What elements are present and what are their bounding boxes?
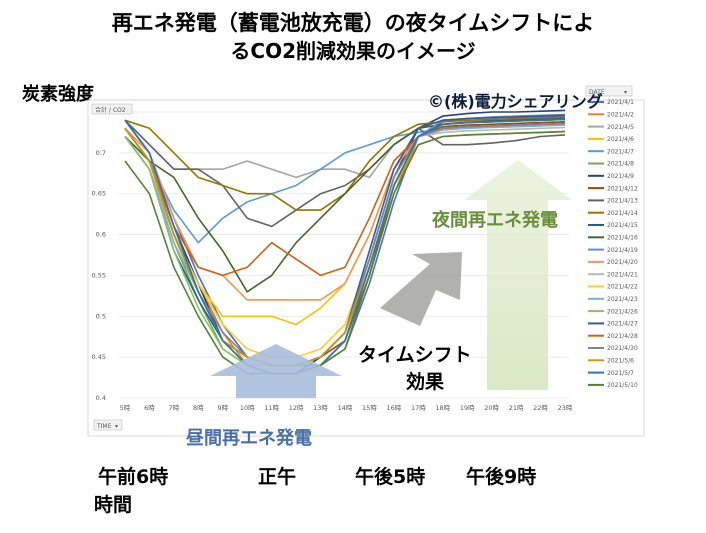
series-line <box>124 119 566 228</box>
x-tick-labels: 5時 6時 7時 8時 9時 10時 11時 12時 13時 14時 15時 16時 17時 18時 19時… <box>120 404 573 412</box>
time-label-5pm: 午後5時 <box>355 466 426 488</box>
copyright: ©(株)電力シェアリング <box>428 92 603 111</box>
legend-entry: 2021/4/22 <box>607 284 638 291</box>
legend-entry: 2021/4/19 <box>607 247 638 254</box>
legend-entry: 2021/4/7 <box>607 148 634 155</box>
y-tick-label: 0.55 <box>92 271 106 279</box>
legend-entry: 2021/5/6 <box>607 358 634 365</box>
y-tick-label: 0.5 <box>96 312 106 320</box>
x-tick-label: 18時 <box>435 404 450 412</box>
time-shift-arrow <box>380 252 462 326</box>
axis-filter-icon: ▾ <box>115 423 118 430</box>
legend-entry: 2021/4/15 <box>607 222 638 229</box>
legend-entry: 2021/4/23 <box>607 296 638 303</box>
x-tick-label: 23時 <box>558 404 573 412</box>
legend-entry: 2021/4/16 <box>607 235 638 242</box>
legend-entry: 2021/4/9 <box>607 173 634 180</box>
x-tick-label: 9時 <box>217 404 228 412</box>
legend-entry: 2021/4/5 <box>607 124 634 131</box>
legend: 2021/4/1 2021/4/2 2021/4/5 2021/4/6 2021/4/7… <box>588 99 638 389</box>
x-tick-label: 17時 <box>411 404 426 412</box>
time-shift-label-1: タイムシフト <box>358 344 472 366</box>
legend-entry: 2021/4/6 <box>607 136 634 143</box>
series-lines <box>124 109 566 375</box>
legend-entry: 2021/4/8 <box>607 161 634 168</box>
field-button-axis[interactable]: TIME ▾ <box>93 419 123 431</box>
y-tick-label: 0.4 <box>96 394 106 402</box>
time-label-6am: 午前6時 <box>98 466 169 488</box>
y-axis-label: 炭素強度 <box>22 84 94 105</box>
x-tick-label: 5時 <box>120 404 131 412</box>
legend-entry: 2021/4/26 <box>607 308 638 315</box>
x-tick-label: 20時 <box>484 404 499 412</box>
title-line-2: るCO2削減効果のイメージ <box>230 39 476 63</box>
x-tick-label: 19時 <box>460 404 475 412</box>
legend-entry: 2021/4/14 <box>607 210 638 217</box>
field-button-legend[interactable]: DATE ▾ <box>585 85 633 97</box>
legend-entry: 2021/4/20 <box>607 259 638 266</box>
y-tick-label: 0.7 <box>96 149 106 157</box>
x-tick-label: 7時 <box>169 404 180 412</box>
legend-entry: 2021/4/1 <box>607 99 634 106</box>
x-tick-label: 14時 <box>338 404 353 412</box>
field-button-top-label: 合計 / CO2 <box>95 106 126 114</box>
day-renewables-arrow <box>210 344 342 398</box>
field-button-axis-label: TIME <box>96 423 112 430</box>
legend-entry: 2021/4/28 <box>607 333 638 340</box>
time-label-9pm: 午後9時 <box>466 466 537 488</box>
legend-entry: 2021/5/10 <box>607 382 638 389</box>
y-tick-label: 0.65 <box>92 190 106 198</box>
series-line <box>124 118 566 375</box>
x-tick-label: 15時 <box>362 404 377 412</box>
night-renewables-arrow <box>464 160 572 390</box>
x-tick-label: 22時 <box>533 404 548 412</box>
y-tick-label: 0.6 <box>96 231 106 239</box>
x-axis-label: 時間 <box>94 494 133 516</box>
x-tick-label: 6時 <box>144 404 155 412</box>
x-tick-label: 13時 <box>313 404 328 412</box>
legend-filter-icon: ▾ <box>624 89 627 96</box>
time-shift-label-2: 効果 <box>406 371 445 393</box>
x-tick-label: 16時 <box>386 404 401 412</box>
x-tick-label: 10時 <box>240 404 255 412</box>
x-tick-label: 12時 <box>289 404 304 412</box>
field-button-legend-label: DATE <box>589 89 605 96</box>
field-button-top[interactable]: 合計 / CO2 <box>91 103 133 115</box>
legend-entry: 2021/4/27 <box>607 321 638 328</box>
day-label: 昼間再エネ発電 <box>186 428 312 449</box>
y-tick-label: 0.45 <box>92 353 106 361</box>
legend-entry: 2021/5/7 <box>607 370 634 377</box>
x-tick-label: 21時 <box>509 404 524 412</box>
legend-entry: 2021/4/21 <box>607 271 638 278</box>
legend-entry: 2021/4/12 <box>607 185 638 192</box>
title-line-1: 再エネ発電（蓄電池放充電）の夜タイムシフトによ <box>111 11 595 35</box>
legend-entry: 2021/4/30 <box>607 345 638 352</box>
time-label-noon: 正午 <box>258 466 297 488</box>
x-tick-label: 11時 <box>264 404 279 412</box>
x-tick-label: 8時 <box>193 404 204 412</box>
series-line <box>124 130 566 375</box>
legend-entry: 2021/4/2 <box>607 112 634 119</box>
legend-entry: 2021/4/13 <box>607 198 638 205</box>
night-label: 夜間再エネ発電 <box>432 210 558 231</box>
